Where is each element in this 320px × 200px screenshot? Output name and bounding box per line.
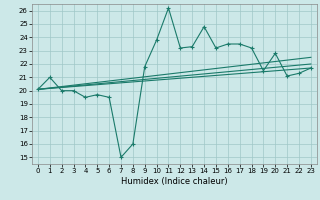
X-axis label: Humidex (Indice chaleur): Humidex (Indice chaleur) [121,177,228,186]
